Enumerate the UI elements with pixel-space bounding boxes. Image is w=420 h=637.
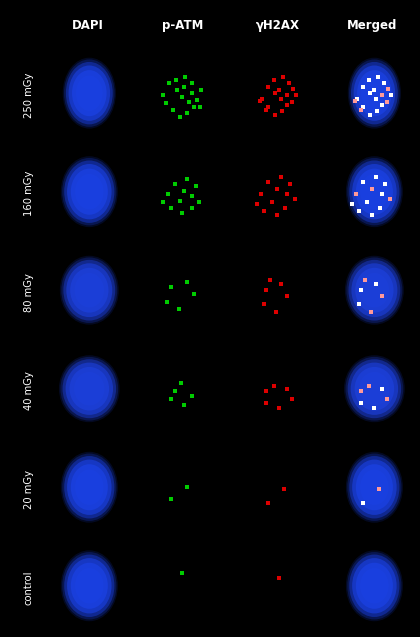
Ellipse shape [64,456,114,519]
Ellipse shape [60,357,118,420]
Ellipse shape [67,164,112,219]
Ellipse shape [357,70,392,116]
Ellipse shape [59,355,120,422]
Ellipse shape [346,156,403,227]
Ellipse shape [349,59,400,127]
Ellipse shape [60,255,119,325]
Ellipse shape [351,62,398,124]
Text: DAPI: DAPI [71,18,103,32]
Ellipse shape [352,459,396,515]
Ellipse shape [360,469,388,505]
Ellipse shape [63,260,115,320]
Ellipse shape [71,169,108,215]
Ellipse shape [64,555,114,617]
Ellipse shape [351,362,398,415]
Ellipse shape [61,452,118,523]
Ellipse shape [348,359,401,419]
Text: 160 mGy: 160 mGy [24,171,34,217]
Ellipse shape [71,464,108,510]
Ellipse shape [63,359,116,419]
Ellipse shape [64,59,115,127]
Ellipse shape [75,174,104,210]
Ellipse shape [354,66,395,121]
Ellipse shape [61,156,118,227]
Ellipse shape [70,268,108,313]
Ellipse shape [355,268,394,313]
Ellipse shape [347,158,402,225]
Ellipse shape [360,174,388,210]
Text: 40 mGy: 40 mGy [24,371,34,410]
Ellipse shape [349,161,399,223]
Text: 20 mGy: 20 mGy [24,469,34,509]
Ellipse shape [62,158,116,225]
Ellipse shape [61,550,118,621]
Text: 80 mGy: 80 mGy [24,273,34,311]
Ellipse shape [66,263,112,317]
Ellipse shape [63,58,116,129]
Ellipse shape [344,355,405,422]
Ellipse shape [75,273,104,308]
Text: p-ATM: p-ATM [162,18,203,32]
Ellipse shape [61,257,117,323]
Ellipse shape [74,372,105,406]
Ellipse shape [347,454,402,521]
Ellipse shape [359,372,390,406]
Ellipse shape [356,169,393,215]
Text: Merged: Merged [347,18,398,32]
Ellipse shape [72,70,107,116]
Ellipse shape [346,257,402,323]
Ellipse shape [66,362,113,415]
Text: control: control [24,571,34,605]
Ellipse shape [75,469,104,505]
Ellipse shape [64,161,114,223]
Ellipse shape [346,452,403,523]
Ellipse shape [67,459,112,515]
Ellipse shape [71,562,108,609]
Ellipse shape [349,555,399,617]
Ellipse shape [354,367,394,410]
Ellipse shape [62,454,116,521]
Ellipse shape [356,562,393,609]
Ellipse shape [349,456,399,519]
Ellipse shape [76,75,102,111]
Ellipse shape [66,62,113,124]
Ellipse shape [75,568,104,603]
Ellipse shape [352,558,396,613]
Ellipse shape [352,263,397,317]
Ellipse shape [68,66,110,121]
Ellipse shape [62,552,116,619]
Ellipse shape [360,273,389,308]
Ellipse shape [352,164,396,219]
Text: 250 mGy: 250 mGy [24,73,34,118]
Text: γH2AX: γH2AX [255,18,299,32]
Ellipse shape [346,550,403,621]
Ellipse shape [348,58,401,129]
Ellipse shape [70,367,109,410]
Ellipse shape [347,552,402,619]
Ellipse shape [360,568,388,603]
Ellipse shape [361,75,388,111]
Ellipse shape [349,260,400,320]
Ellipse shape [345,255,404,325]
Ellipse shape [356,464,393,510]
Ellipse shape [67,558,112,613]
Ellipse shape [346,357,403,420]
